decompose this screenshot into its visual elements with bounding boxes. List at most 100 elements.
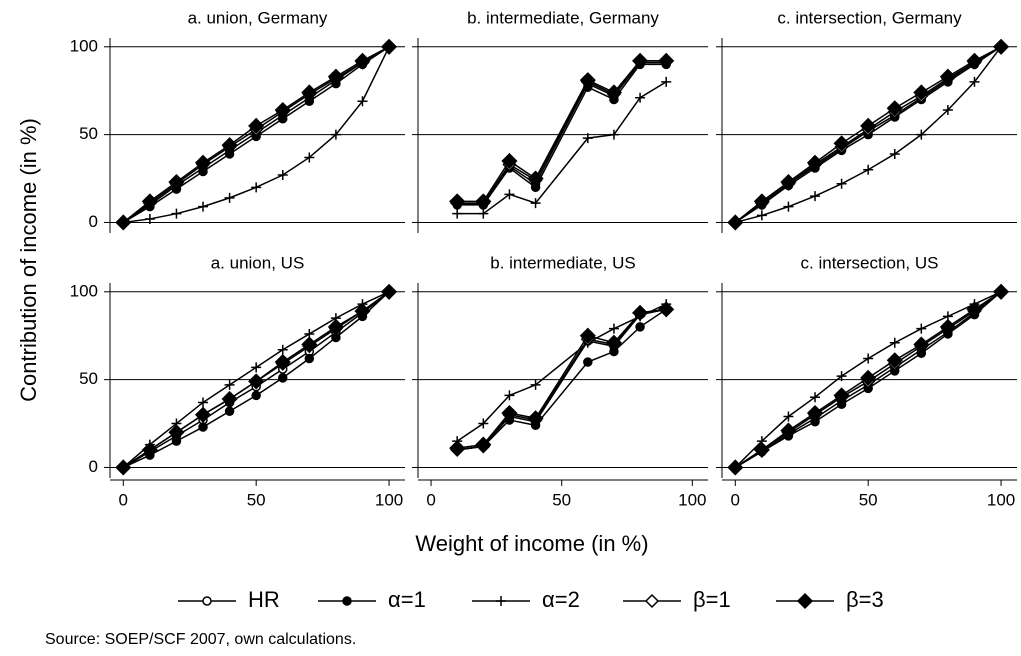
marker: [251, 390, 261, 401]
marker: [810, 392, 821, 403]
marker: [727, 459, 744, 476]
marker: [478, 208, 489, 219]
marker: [221, 390, 238, 408]
marker: [301, 336, 318, 353]
marker: [913, 336, 930, 353]
series-line: [457, 81, 667, 215]
marker: [780, 173, 797, 191]
marker: [304, 353, 315, 364]
marker: [304, 152, 315, 163]
marker: [452, 208, 463, 219]
marker: [579, 327, 596, 344]
marker: [632, 304, 649, 321]
marker: [327, 318, 344, 335]
marker: [224, 192, 235, 203]
marker: [274, 353, 291, 371]
marker: [527, 170, 544, 187]
marker: [966, 52, 983, 69]
marker: [478, 418, 489, 429]
marker: [327, 68, 344, 85]
y-tick-label: 0: [89, 212, 98, 231]
panel-title: c. intersection, Germany: [777, 8, 962, 27]
marker: [198, 422, 208, 432]
marker: [644, 593, 660, 609]
x-tick-label: 50: [247, 490, 266, 509]
legend-label: α=1: [388, 587, 426, 612]
marker: [806, 154, 824, 171]
marker: [194, 154, 212, 171]
marker: [224, 379, 235, 390]
marker: [202, 596, 212, 606]
marker: [579, 72, 596, 89]
marker: [889, 337, 900, 348]
marker: [753, 441, 770, 458]
marker: [221, 137, 238, 154]
legend-label: β=1: [693, 587, 731, 612]
marker: [860, 117, 877, 134]
y-tick-label: 0: [89, 457, 98, 476]
marker: [168, 424, 185, 441]
marker: [913, 84, 930, 101]
marker: [583, 357, 593, 367]
marker: [727, 214, 744, 231]
y-axis-label: Contribution of income (in %): [16, 118, 41, 402]
marker: [277, 170, 288, 181]
marker: [753, 193, 770, 210]
panel-title: c. intersection, US: [801, 253, 939, 272]
x-tick-label: 0: [731, 490, 740, 509]
marker: [354, 52, 371, 69]
marker: [833, 387, 850, 404]
marker: [992, 38, 1010, 55]
marker: [966, 301, 983, 318]
marker: [635, 92, 646, 103]
x-tick-label: 0: [426, 490, 435, 509]
marker: [504, 189, 515, 200]
x-tick-label: 0: [119, 490, 128, 509]
marker: [635, 322, 645, 332]
panel-title: b. intermediate, Germany: [467, 8, 659, 27]
marker: [380, 38, 398, 55]
marker: [251, 362, 262, 373]
marker: [330, 129, 341, 140]
marker: [501, 152, 518, 170]
y-tick-label: 100: [70, 36, 98, 55]
marker: [530, 198, 541, 209]
marker: [496, 596, 506, 606]
marker: [449, 440, 466, 457]
legend-label: α=2: [542, 587, 580, 612]
marker: [357, 96, 368, 107]
marker: [939, 318, 956, 335]
marker: [658, 301, 675, 318]
marker: [939, 68, 956, 85]
series-line: [457, 60, 667, 203]
marker: [889, 148, 900, 159]
marker: [796, 592, 814, 610]
marker: [756, 210, 767, 221]
marker: [475, 436, 492, 453]
marker: [942, 105, 953, 116]
marker: [632, 52, 649, 69]
marker: [274, 101, 291, 119]
panel-title: a. union, US: [211, 253, 305, 272]
marker: [863, 164, 874, 175]
marker: [301, 84, 318, 101]
marker: [380, 283, 398, 300]
y-tick-label: 50: [79, 369, 98, 388]
marker: [863, 353, 874, 364]
x-axis-label: Weight of income (in %): [415, 531, 648, 556]
marker: [248, 117, 265, 134]
marker: [969, 76, 980, 87]
marker: [248, 373, 265, 390]
marker: [783, 411, 794, 422]
marker: [251, 182, 262, 193]
y-tick-label: 100: [70, 281, 98, 300]
marker: [475, 193, 492, 210]
marker: [527, 410, 544, 427]
marker: [916, 323, 927, 334]
x-tick-label: 100: [375, 490, 403, 509]
marker: [141, 193, 158, 210]
marker: [171, 208, 182, 219]
marker: [224, 406, 235, 416]
